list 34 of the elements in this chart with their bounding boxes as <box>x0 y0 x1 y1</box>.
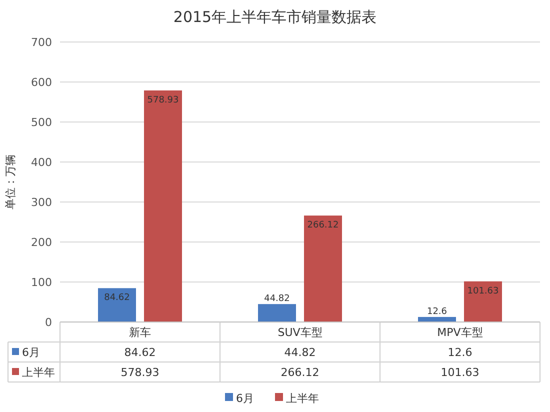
text: 266.12 <box>307 220 339 231</box>
text: 44.82 <box>264 294 290 304</box>
bar <box>304 216 342 322</box>
y-tick-label: 400 <box>31 156 52 169</box>
bar <box>258 304 296 322</box>
legend-label: 6月 <box>22 346 40 359</box>
y-axis-title: 单位：万辆 <box>4 154 17 210</box>
y-tick-label: 500 <box>31 116 52 129</box>
y-tick-label: 600 <box>31 76 52 89</box>
y-tick-label: 0 <box>45 316 52 329</box>
x-tick-label: MPV车型 <box>437 326 483 339</box>
legend-label: 上半年 <box>286 392 319 405</box>
data-label: 101.63 <box>440 366 480 379</box>
data-label: 266.12 <box>280 366 320 379</box>
x-tick-label: SUV车型 <box>278 326 322 339</box>
y-tick-label: 100 <box>31 276 52 289</box>
text: 84.62 <box>104 293 130 304</box>
data-label: 578.93 <box>120 366 160 379</box>
bar <box>464 281 502 322</box>
data-label: 12.6 <box>448 346 472 359</box>
y-tick-label: 200 <box>31 236 52 249</box>
bar <box>98 288 136 322</box>
data-label: 84.62 <box>124 346 156 359</box>
text: 6月 <box>236 392 254 405</box>
text: 578.93 <box>147 95 179 106</box>
x-tick-label: 新车 <box>129 326 151 339</box>
bar <box>144 90 182 322</box>
y-tick-label: 700 <box>31 36 52 49</box>
data-label: 44.82 <box>284 346 316 359</box>
y-tick-label: 300 <box>31 196 52 209</box>
text: 12.6 <box>426 306 448 317</box>
text: 101.63 <box>467 286 499 296</box>
chart-title: 2015年上半年车市销量数据表 <box>173 8 377 26</box>
text: 上半年 <box>22 366 55 379</box>
